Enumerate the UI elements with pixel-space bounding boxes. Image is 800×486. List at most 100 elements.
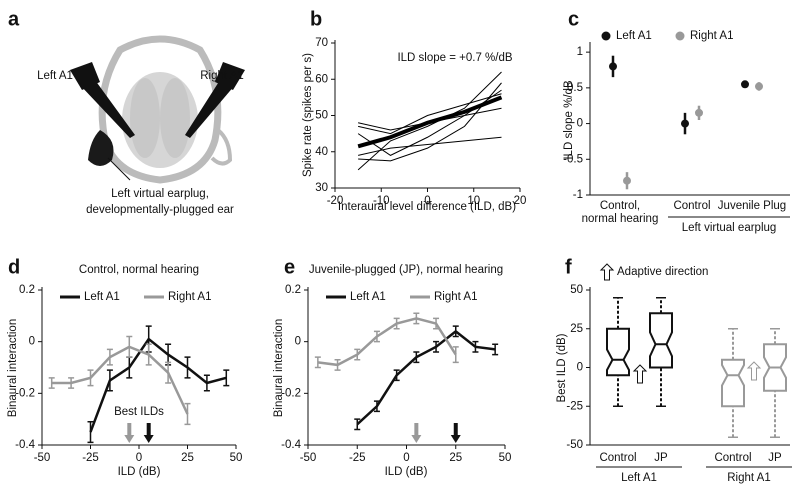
y-axis-label: ILD slope %/dB <box>563 80 575 160</box>
best-ild-arrow <box>411 423 422 443</box>
chart-title: Juvenile-plugged (JP), normal hearing <box>309 264 503 276</box>
legend-label: Right A1 <box>168 291 211 303</box>
line <box>358 93 502 135</box>
x-tick-label: 0 <box>403 452 409 464</box>
error-bar <box>106 369 113 392</box>
error-bar <box>126 335 133 358</box>
legend-label: Left A1 <box>616 30 652 42</box>
error-bar <box>87 369 94 387</box>
x-tick-label: 0 <box>136 452 142 464</box>
y-tick-label: -25 <box>566 400 583 412</box>
x-tick-label-box: Control, normal hearing <box>582 200 659 225</box>
error-bar <box>184 402 191 426</box>
line <box>358 82 502 162</box>
y-tick-label: 0.2 <box>285 284 301 296</box>
annotation: ILD slope = +0.7 %/dB <box>397 52 512 64</box>
line <box>356 329 496 426</box>
electrode-right <box>185 62 245 138</box>
panel-label: f <box>565 256 572 278</box>
x-axis-label: ILD (dB) <box>385 466 428 478</box>
y-axis-label: Best ILD (dB) <box>556 333 568 402</box>
x-tick-label: -50 <box>300 452 317 464</box>
line <box>358 136 502 156</box>
line <box>358 107 502 131</box>
group-label: Left virtual earplug <box>682 222 777 234</box>
y-tick-label: -1 <box>573 189 583 201</box>
y-tick-label: 0 <box>577 118 583 130</box>
dot <box>623 176 631 185</box>
illustration: Left A1 Right A1 Left virtual earplug, d… <box>37 35 245 216</box>
panel-label: c <box>568 8 579 30</box>
annotation: Best ILDs <box>114 406 164 418</box>
y-tick-label: 1 <box>577 46 583 58</box>
direction-icons <box>599 263 762 384</box>
adaptive-arrow-icon <box>746 361 762 381</box>
error-bar <box>334 359 341 371</box>
line <box>357 95 503 149</box>
y-axis-label: Binaural interaction <box>273 319 285 417</box>
error-bar <box>223 369 230 387</box>
adaptive-arrow-icon <box>632 364 648 384</box>
x-tick-label: 50 <box>230 452 243 464</box>
box <box>606 327 630 377</box>
best-ild-arrow <box>450 423 461 443</box>
annotation: Adaptive direction <box>617 266 708 278</box>
panel-label: e <box>284 256 295 278</box>
x-tick-label: 20 <box>514 195 527 207</box>
skull <box>98 35 222 184</box>
y-tick-label: -0.2 <box>281 387 301 399</box>
error-bar <box>413 351 420 364</box>
x-tick-label-box: Control <box>673 200 711 212</box>
error-bar <box>184 356 191 379</box>
ear <box>210 128 233 166</box>
x-tick-label: Juvenile Plug <box>717 200 787 212</box>
error-bar <box>68 377 75 389</box>
caption: Left virtual earplug, <box>111 188 209 200</box>
chart-title: Control, normal hearing <box>79 264 199 276</box>
error-bar <box>452 325 459 338</box>
box <box>649 312 673 369</box>
error-bar <box>492 343 499 356</box>
legend-label: Left A1 <box>350 291 386 303</box>
error-bar <box>433 340 440 353</box>
x-tick-label: 10 <box>467 195 480 207</box>
x-tick-label: 25 <box>181 452 194 464</box>
legend-label: Right A1 <box>434 291 477 303</box>
error-bar <box>373 400 380 413</box>
y-tick-label: 0 <box>29 336 35 348</box>
error-bar <box>203 374 210 392</box>
y-axis-label: Spike rate (spikes per s) <box>302 53 314 177</box>
left-label: Left A1 <box>37 70 73 82</box>
x-tick-label: JP <box>654 452 668 464</box>
error-bar <box>145 343 152 366</box>
panel-labels: a b c d e f <box>8 8 579 278</box>
error-bar <box>393 369 400 382</box>
dot <box>681 119 689 128</box>
y-tick-label: 25 <box>570 323 583 335</box>
best-ild-arrow <box>143 423 154 443</box>
error-bar <box>354 348 361 361</box>
best-ild-arrow <box>124 423 135 443</box>
y-tick-label: 0 <box>577 362 583 374</box>
x-tick-label: 25 <box>449 452 462 464</box>
error-bar <box>433 317 440 330</box>
group-label: Left A1 <box>621 472 657 484</box>
x-tick-label: Control <box>673 200 711 212</box>
error-bar <box>165 361 172 384</box>
x-tick-label: 50 <box>499 452 512 464</box>
legend-label: Right A1 <box>690 30 733 42</box>
x-tick-label: -10 <box>373 195 390 207</box>
error-bar <box>314 356 321 369</box>
caption: developmentally-plugged ear <box>86 204 234 216</box>
y-tick-label: 50 <box>315 110 328 122</box>
y-tick-label: 30 <box>315 182 328 194</box>
y-tick-label: -50 <box>566 439 583 451</box>
x-tick-label: Control <box>599 452 636 464</box>
y-tick-label: 70 <box>315 37 328 49</box>
panel-label: d <box>8 256 20 278</box>
x-tick-label: -25 <box>82 452 99 464</box>
error-bar <box>452 346 459 364</box>
box <box>721 358 745 408</box>
brain-lobe <box>160 78 190 158</box>
